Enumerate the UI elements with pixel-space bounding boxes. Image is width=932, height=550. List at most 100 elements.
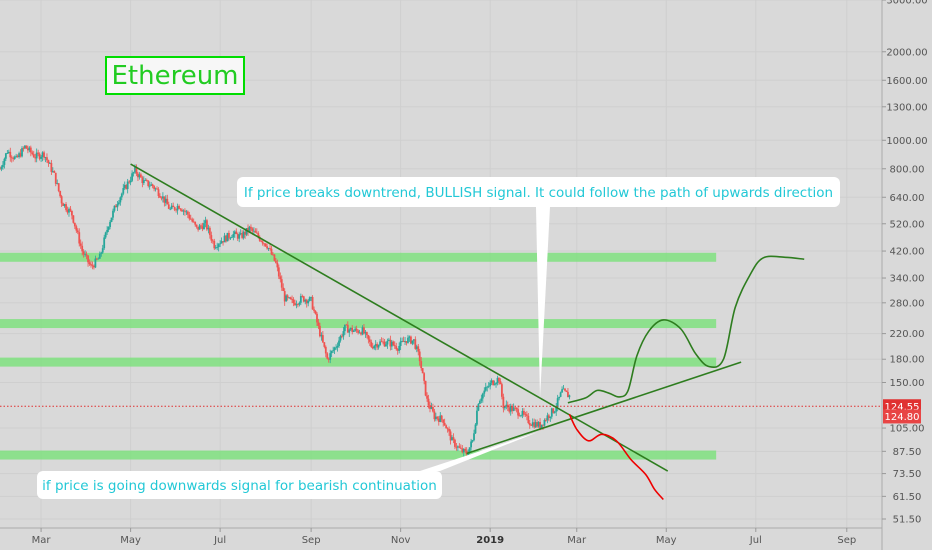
candle-body xyxy=(43,152,45,158)
candle-body xyxy=(476,410,478,425)
x-tick-label: Sep xyxy=(302,535,321,546)
candle-body xyxy=(398,345,401,351)
candle-body xyxy=(543,419,546,426)
candle-body xyxy=(521,410,524,416)
candle-body xyxy=(310,296,313,298)
candle-body xyxy=(556,398,559,408)
candle-body xyxy=(78,232,81,244)
candle-body xyxy=(568,395,571,398)
candle-body xyxy=(154,188,157,190)
candle-body xyxy=(524,414,527,416)
candle-body xyxy=(10,157,13,159)
candle-body xyxy=(82,251,85,255)
candle-body xyxy=(361,327,364,335)
bullish-projection-path xyxy=(567,255,805,404)
candle-body xyxy=(211,240,214,242)
uptrend-line xyxy=(466,361,742,455)
candle-body xyxy=(0,168,1,170)
candle-body xyxy=(424,380,427,396)
candle-body xyxy=(373,345,376,349)
y-tick-label: 520.00 xyxy=(890,219,925,230)
candle-body xyxy=(319,325,321,337)
candle-body xyxy=(545,419,547,421)
candle-body xyxy=(446,428,449,430)
candle-body xyxy=(245,228,248,235)
candle-body xyxy=(84,254,87,256)
candle-body xyxy=(6,152,9,154)
support-resistance-zones xyxy=(0,252,717,460)
candle-body xyxy=(22,148,25,149)
candle-body xyxy=(433,411,436,420)
candle-body xyxy=(336,345,339,348)
bullish-callout-box xyxy=(237,177,840,207)
candle-body xyxy=(104,232,107,238)
candle-body xyxy=(163,196,166,203)
price-tag-box xyxy=(883,409,921,424)
candle-body xyxy=(57,183,60,191)
candle-body xyxy=(88,262,91,265)
candle-body xyxy=(555,407,558,412)
candle-body xyxy=(360,332,362,335)
candle-body xyxy=(528,423,531,426)
candle-body xyxy=(291,299,293,300)
candle-body xyxy=(549,416,552,418)
title-box-frame xyxy=(105,56,245,95)
candle-body xyxy=(138,174,141,178)
candle-body xyxy=(32,154,35,158)
candle-body xyxy=(129,180,132,183)
y-tick-label: 420.00 xyxy=(890,247,925,258)
candle-body xyxy=(97,258,100,260)
candle-body xyxy=(191,219,194,222)
candle-body xyxy=(490,380,493,383)
candle-body xyxy=(254,230,257,233)
candle-body xyxy=(339,335,342,341)
candle-body xyxy=(147,180,150,186)
candle-body xyxy=(195,224,198,227)
candle-body xyxy=(38,153,41,159)
candle-body xyxy=(486,386,489,388)
candle-body xyxy=(145,180,148,181)
candle-body xyxy=(301,296,304,297)
y-tick-label: 1300.00 xyxy=(886,102,927,113)
candle-body xyxy=(567,391,569,398)
bearish-callout: if price is going downwards signal for b… xyxy=(37,432,538,499)
candle-body xyxy=(95,258,98,260)
candle-body xyxy=(250,226,252,229)
candle-body xyxy=(338,340,340,346)
candle-body xyxy=(93,265,95,268)
candle-body xyxy=(345,324,348,326)
candle-body xyxy=(24,145,26,149)
candle-body xyxy=(166,198,169,205)
candle-body xyxy=(564,388,566,391)
candle-body xyxy=(125,185,128,190)
y-tick-label: 150.00 xyxy=(890,378,925,389)
candle-body xyxy=(112,210,114,218)
price-tag-label: 124.55 xyxy=(885,402,920,413)
y-tick-label: 180.00 xyxy=(890,355,925,366)
candle-body xyxy=(31,152,34,155)
candle-body xyxy=(18,153,20,158)
candle-body xyxy=(307,300,310,304)
candle-body xyxy=(238,234,241,239)
candle-body xyxy=(420,361,423,369)
candle-body xyxy=(109,221,111,227)
candle-body xyxy=(392,341,395,346)
y-tick-label: 280.00 xyxy=(890,298,925,309)
candle-body xyxy=(200,225,202,227)
candle-body xyxy=(503,406,506,409)
candle-body xyxy=(502,396,505,409)
candle-body xyxy=(210,235,213,241)
candle-body xyxy=(126,181,129,190)
candle-body xyxy=(279,276,282,280)
candle-body xyxy=(46,157,48,161)
candle-body xyxy=(550,408,553,417)
candle-body xyxy=(16,155,19,158)
candle-body xyxy=(317,322,320,326)
x-axis-ticks: Mar May Jul Sep Nov 2019 Mar May Jul Sep xyxy=(32,528,856,546)
title-text: Ethereum xyxy=(111,61,238,91)
candle-body xyxy=(236,234,239,239)
candle-body xyxy=(330,351,333,354)
candle-body xyxy=(533,422,536,428)
candle-body xyxy=(85,254,88,256)
